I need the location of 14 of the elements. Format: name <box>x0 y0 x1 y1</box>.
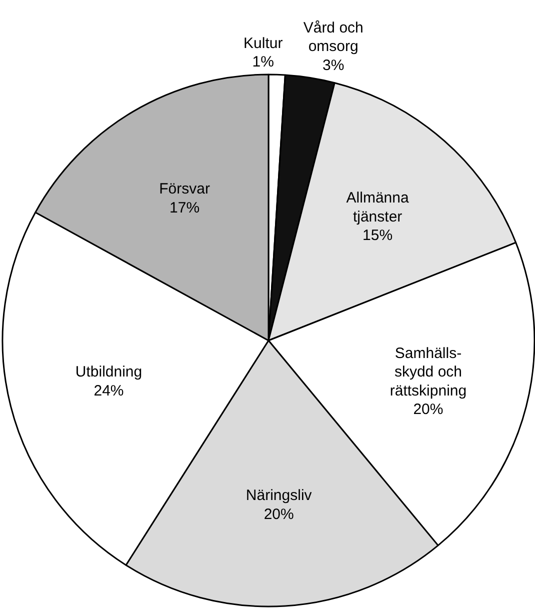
slice-label: Samhälls- skydd och rättskipning <box>390 344 467 400</box>
slice-label: Näringsliv <box>246 487 312 504</box>
data-label: 20% <box>264 506 294 523</box>
data-label: 20% <box>413 401 444 418</box>
slice-label: Försvar <box>159 180 210 198</box>
data-label: 1% <box>252 54 274 71</box>
slice-label: Allmänna tjänster <box>346 190 410 226</box>
data-label: 15% <box>362 226 393 244</box>
data-label: 3% <box>322 56 344 74</box>
slice-label: Vård och omsorg <box>303 19 364 56</box>
slice-label: Utbildning <box>75 364 142 381</box>
data-label: 24% <box>94 382 124 400</box>
data-label: 17% <box>170 199 200 216</box>
slice-label: Kultur <box>244 34 283 52</box>
